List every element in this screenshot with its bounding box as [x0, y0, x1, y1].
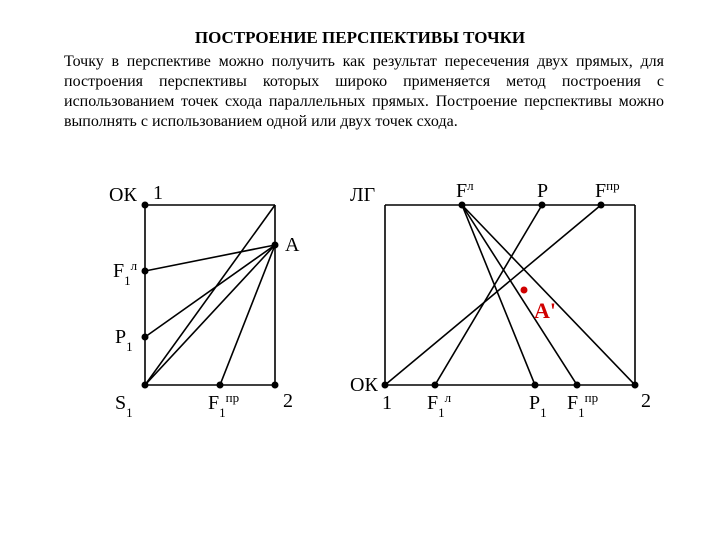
svg-text:F1пр: F1пр — [567, 390, 598, 420]
page-title: ПОСТРОЕНИЕ ПЕРСПЕКТИВЫ ТОЧКИ — [0, 28, 720, 48]
svg-text:ОК: ОК — [109, 184, 137, 206]
svg-text:P: P — [537, 180, 548, 202]
right-diagram: ЛГ Fл P Fпр ОК1 F1л P1 F1пр 2 A' — [350, 178, 651, 420]
svg-text:Fл: Fл — [456, 178, 474, 203]
svg-text:F1л: F1л — [427, 390, 452, 420]
diagram-svg: 1ОКАF1лP1S1F1пр2ЛГFлPFпрОК1F1лP1F1пр2A' — [90, 175, 660, 455]
svg-text:P1: P1 — [529, 392, 547, 420]
left-diagram: 1 ОК А F1л P1 S1 F1пр 2 — [109, 182, 300, 420]
body-text: Точку в перспективе можно получить как р… — [64, 52, 664, 132]
svg-text:F1пр: F1пр — [208, 390, 239, 420]
svg-text:2: 2 — [641, 390, 651, 412]
page: ПОСТРОЕНИЕ ПЕРСПЕКТИВЫ ТОЧКИ Точку в пер… — [0, 0, 720, 540]
svg-text:А: А — [285, 234, 300, 256]
svg-text:P1: P1 — [115, 326, 133, 354]
svg-text:A': A' — [534, 298, 556, 323]
svg-text:F1л: F1л — [113, 258, 138, 288]
svg-text:ОК: ОК — [350, 374, 378, 396]
svg-text:2: 2 — [283, 390, 293, 412]
diagrams-container: 1ОКАF1лP1S1F1пр2ЛГFлPFпрОК1F1лP1F1пр2A' — [90, 175, 660, 455]
svg-text:Fпр: Fпр — [595, 178, 620, 203]
svg-text:1: 1 — [153, 182, 163, 204]
svg-text:1: 1 — [382, 392, 392, 414]
svg-text:ЛГ: ЛГ — [350, 184, 375, 206]
svg-text:S1: S1 — [115, 392, 133, 420]
